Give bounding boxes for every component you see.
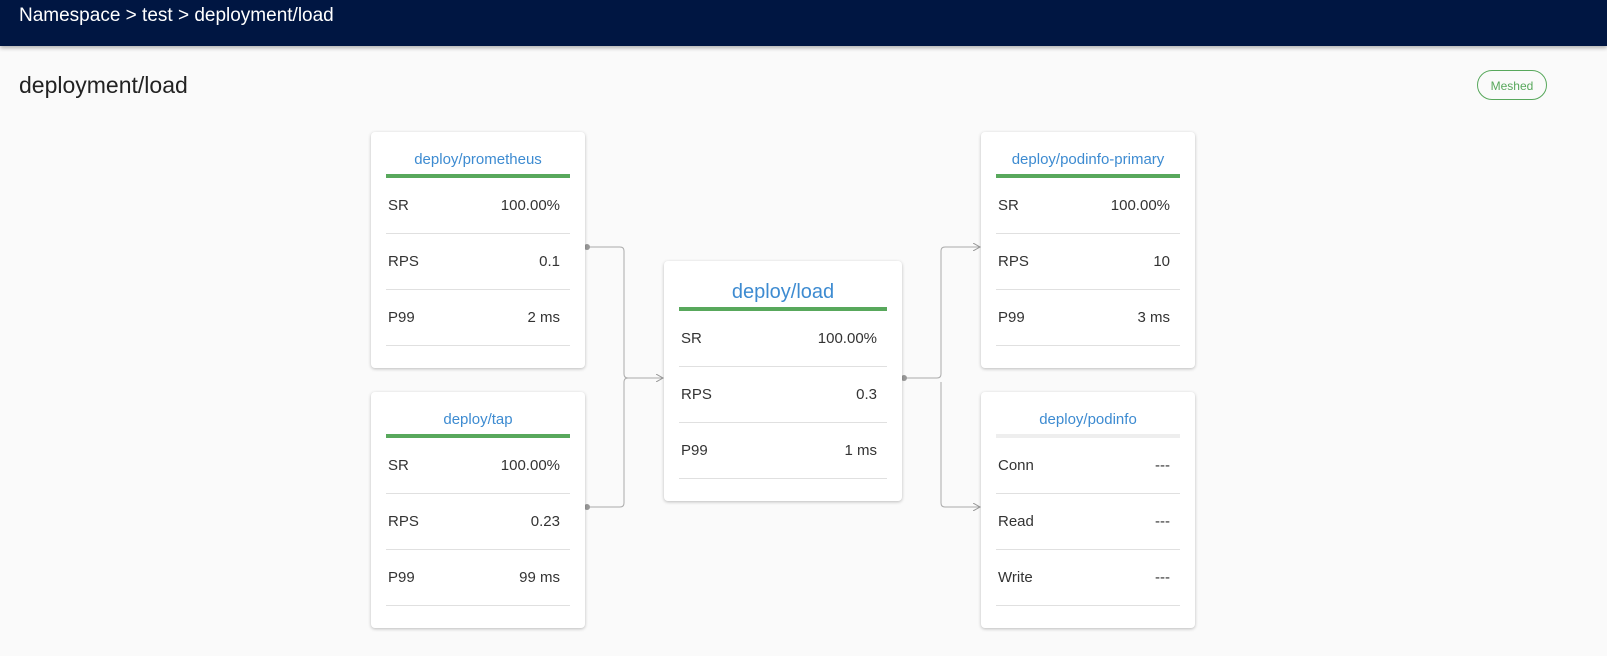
breadcrumb[interactable]: Namespace > test > deployment/load [19, 5, 334, 26]
metric-value: --- [1155, 457, 1170, 474]
metric-row: SR 100.00% [679, 311, 887, 367]
node-name[interactable]: deploy/prometheus [386, 132, 570, 178]
node-card-tap[interactable]: deploy/tap SR 100.00% RPS 0.23 P99 99 ms [371, 392, 585, 628]
metric-row: SR 100.00% [386, 178, 570, 234]
metric-row: SR 100.00% [386, 438, 570, 494]
metric-value: 0.23 [530, 513, 560, 530]
metric-label: P99 [388, 309, 415, 326]
metric-label: Conn [998, 457, 1034, 474]
metric-value: 100.00% [500, 457, 560, 474]
node-card-podinfo-primary[interactable]: deploy/podinfo-primary SR 100.00% RPS 10 P… [981, 132, 1195, 368]
top-bar: Namespace > test > deployment/load [0, 0, 1607, 46]
metric-value: --- [1155, 569, 1170, 586]
metric-value: 99 ms [519, 569, 560, 586]
metric-value: 0.3 [856, 386, 877, 403]
metric-label: Write [998, 569, 1033, 586]
page-title: deployment/load [19, 72, 188, 98]
metric-value: 100.00% [1110, 197, 1170, 214]
node-name[interactable]: deploy/podinfo [996, 392, 1180, 438]
metric-row: RPS 10 [996, 234, 1180, 290]
metric-value: 2 ms [527, 309, 560, 326]
metric-value: 100.00% [500, 197, 560, 214]
metric-row: Read --- [996, 494, 1180, 550]
metric-label: SR [388, 197, 409, 214]
metric-row: Conn --- [996, 438, 1180, 494]
metric-row: RPS 0.3 [679, 367, 887, 423]
status-badge: Meshed [1477, 70, 1547, 100]
metric-row: P99 99 ms [386, 550, 570, 606]
metric-value: 10 [1153, 253, 1170, 270]
edge-load-podinfo [940, 382, 980, 507]
node-card-podinfo[interactable]: deploy/podinfo Conn --- Read --- Write --- [981, 392, 1195, 628]
node-name[interactable]: deploy/load [679, 261, 887, 311]
metric-label: RPS [681, 386, 712, 403]
metric-label: RPS [388, 513, 419, 530]
metric-row: RPS 0.1 [386, 234, 570, 290]
metric-row: P99 1 ms [679, 423, 887, 479]
node-name[interactable]: deploy/podinfo-primary [996, 132, 1180, 178]
edge-tap-load [586, 377, 629, 508]
metric-label: P99 [388, 569, 415, 586]
metric-row: Write --- [996, 550, 1180, 606]
node-card-load[interactable]: deploy/load SR 100.00% RPS 0.3 P99 1 ms [664, 261, 902, 501]
metric-label: RPS [998, 253, 1029, 270]
metric-label: RPS [388, 253, 419, 270]
metric-value: 100.00% [817, 330, 877, 347]
metric-label: Read [998, 513, 1034, 530]
metric-row: RPS 0.23 [386, 494, 570, 550]
metric-row: P99 2 ms [386, 290, 570, 346]
metric-label: SR [681, 330, 702, 347]
metric-label: SR [998, 197, 1019, 214]
edge-load-podinfo-primary [903, 247, 980, 379]
node-name[interactable]: deploy/tap [386, 392, 570, 438]
metric-label: P99 [998, 309, 1025, 326]
metric-value: --- [1155, 513, 1170, 530]
metric-row: SR 100.00% [996, 178, 1180, 234]
metric-label: P99 [681, 442, 708, 459]
edge-prometheus-load [586, 246, 663, 378]
metric-value: 0.1 [539, 253, 560, 270]
metric-label: SR [388, 457, 409, 474]
metric-row: P99 3 ms [996, 290, 1180, 346]
metric-value: 1 ms [844, 442, 877, 459]
metric-value: 3 ms [1137, 309, 1170, 326]
node-card-prometheus[interactable]: deploy/prometheus SR 100.00% RPS 0.1 P99 2 … [371, 132, 585, 368]
